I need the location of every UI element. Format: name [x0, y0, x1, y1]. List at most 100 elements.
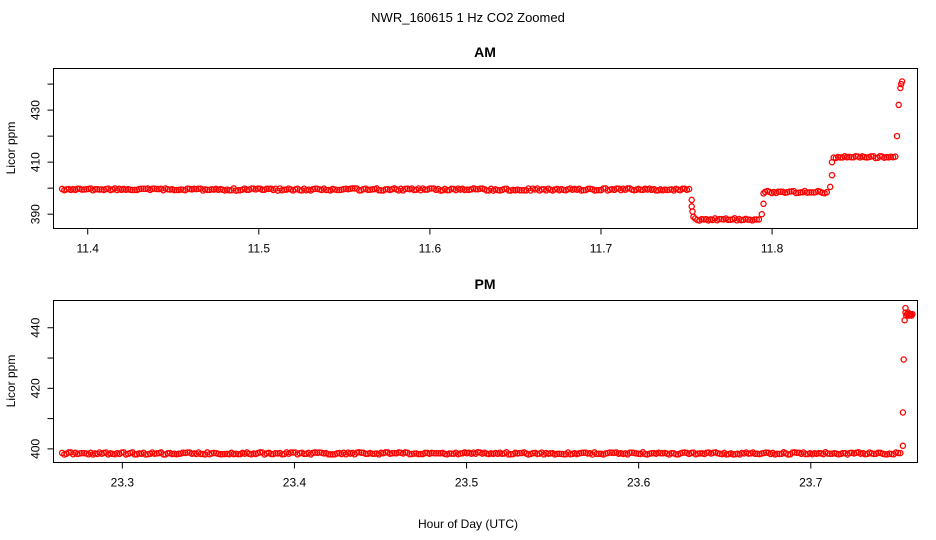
pm-data-point	[430, 449, 438, 457]
am-data-point	[472, 185, 479, 193]
am-data-point	[248, 185, 255, 192]
pm-data-point	[580, 449, 587, 457]
pm-panel: PM Licor ppm 23.3 23.4 23.5 23.6 23.7 400 420 4…	[4, 276, 918, 490]
am-data-point	[775, 188, 782, 195]
pm-data-point	[421, 449, 429, 457]
am-data-point	[751, 216, 758, 223]
am-data-point	[823, 188, 831, 196]
am-data-point	[724, 216, 732, 224]
pm-data-point	[626, 449, 633, 457]
pm-data-point	[371, 450, 378, 457]
am-x-tick-label: 11.6	[419, 242, 442, 256]
pm-data-point	[267, 450, 275, 458]
am-data-point	[685, 185, 693, 193]
pm-data-point	[703, 449, 710, 456]
pm-data-point	[516, 449, 523, 457]
am-data-point	[171, 186, 178, 194]
pm-data-point	[595, 450, 603, 458]
am-data-point	[476, 185, 484, 192]
pm-data-points	[58, 304, 916, 458]
pm-data-point	[325, 450, 332, 458]
am-plot-frame	[53, 68, 918, 229]
am-axis-ticks: 11.4 11.5 11.6 11.7 11.8 390 410 430	[29, 83, 784, 256]
am-data-point	[204, 186, 211, 194]
am-data-point	[138, 185, 145, 193]
am-data-point	[129, 186, 136, 194]
pm-data-point	[899, 442, 907, 450]
am-data-point	[173, 186, 180, 194]
am-data-point	[893, 132, 901, 140]
am-data-point	[744, 216, 752, 223]
am-data-point	[131, 186, 138, 194]
pm-data-point	[219, 450, 226, 458]
am-data-point	[892, 153, 899, 160]
am-data-point	[96, 186, 103, 193]
pm-x-tick-label: 23.7	[799, 476, 823, 490]
am-data-point	[518, 186, 526, 194]
am-data-point	[828, 158, 836, 166]
am-data-point	[688, 196, 695, 204]
pm-data-point	[221, 450, 229, 458]
am-data-point	[426, 185, 433, 192]
am-data-point	[78, 186, 86, 193]
pm-data-point	[578, 449, 585, 457]
pm-data-point	[362, 450, 369, 458]
am-data-point	[127, 186, 134, 194]
pm-data-point	[897, 449, 904, 457]
pm-data-point	[789, 449, 796, 456]
pm-data-point	[894, 449, 902, 457]
pm-y-axis-label: Licor ppm	[4, 355, 18, 408]
pm-data-point	[369, 450, 376, 457]
am-data-points	[58, 78, 906, 224]
am-data-point	[758, 210, 766, 218]
am-data-point	[637, 186, 644, 193]
pm-data-point	[900, 356, 907, 363]
pm-data-point	[881, 451, 889, 458]
am-data-point	[234, 186, 242, 194]
am-data-point	[177, 186, 185, 193]
am-data-point	[322, 186, 330, 194]
pm-data-point	[287, 449, 295, 456]
am-y-tick-label: 430	[29, 100, 43, 120]
pm-panel-title: PM	[475, 276, 496, 292]
pm-data-point	[751, 450, 759, 458]
pm-data-point	[608, 449, 616, 457]
am-y-tick-label: 410	[29, 152, 43, 172]
am-data-point	[803, 189, 811, 196]
pm-data-point	[696, 450, 704, 457]
pm-data-point	[729, 451, 737, 458]
pm-data-point	[899, 409, 907, 416]
am-data-point	[364, 186, 372, 194]
pm-data-point	[694, 450, 702, 457]
am-data-point	[153, 185, 160, 193]
figure-title: NWR_160615 1 Hz CO2 Zoomed	[371, 10, 565, 25]
pm-data-point	[410, 450, 418, 457]
am-data-point	[786, 188, 793, 195]
pm-data-point	[553, 450, 561, 458]
am-data-point	[689, 208, 696, 215]
pm-x-tick-label: 23.5	[455, 476, 479, 490]
pm-plot-frame	[53, 300, 918, 463]
am-y-tick-label: 390	[29, 204, 43, 224]
pm-y-tick-label: 400	[29, 439, 43, 459]
am-x-tick-label: 11.8	[761, 242, 784, 256]
am-data-point	[382, 186, 389, 193]
am-data-point	[760, 200, 767, 208]
pm-data-point	[197, 450, 204, 458]
am-panel-title: AM	[474, 44, 496, 60]
pm-data-point	[78, 449, 86, 457]
am-x-tick-label: 11.5	[248, 242, 271, 256]
pm-x-tick-label: 23.3	[111, 476, 135, 490]
pm-data-point	[558, 450, 565, 458]
am-data-point	[760, 190, 767, 197]
am-data-point	[805, 189, 813, 196]
am-data-point	[263, 185, 270, 192]
am-data-point	[808, 189, 815, 196]
pm-y-tick-label: 420	[29, 378, 43, 398]
pm-data-point	[446, 450, 453, 457]
am-data-point	[375, 187, 383, 194]
pm-data-point	[406, 450, 413, 458]
pm-data-point	[432, 450, 440, 457]
am-data-point	[895, 101, 902, 109]
pm-data-point	[802, 450, 809, 458]
